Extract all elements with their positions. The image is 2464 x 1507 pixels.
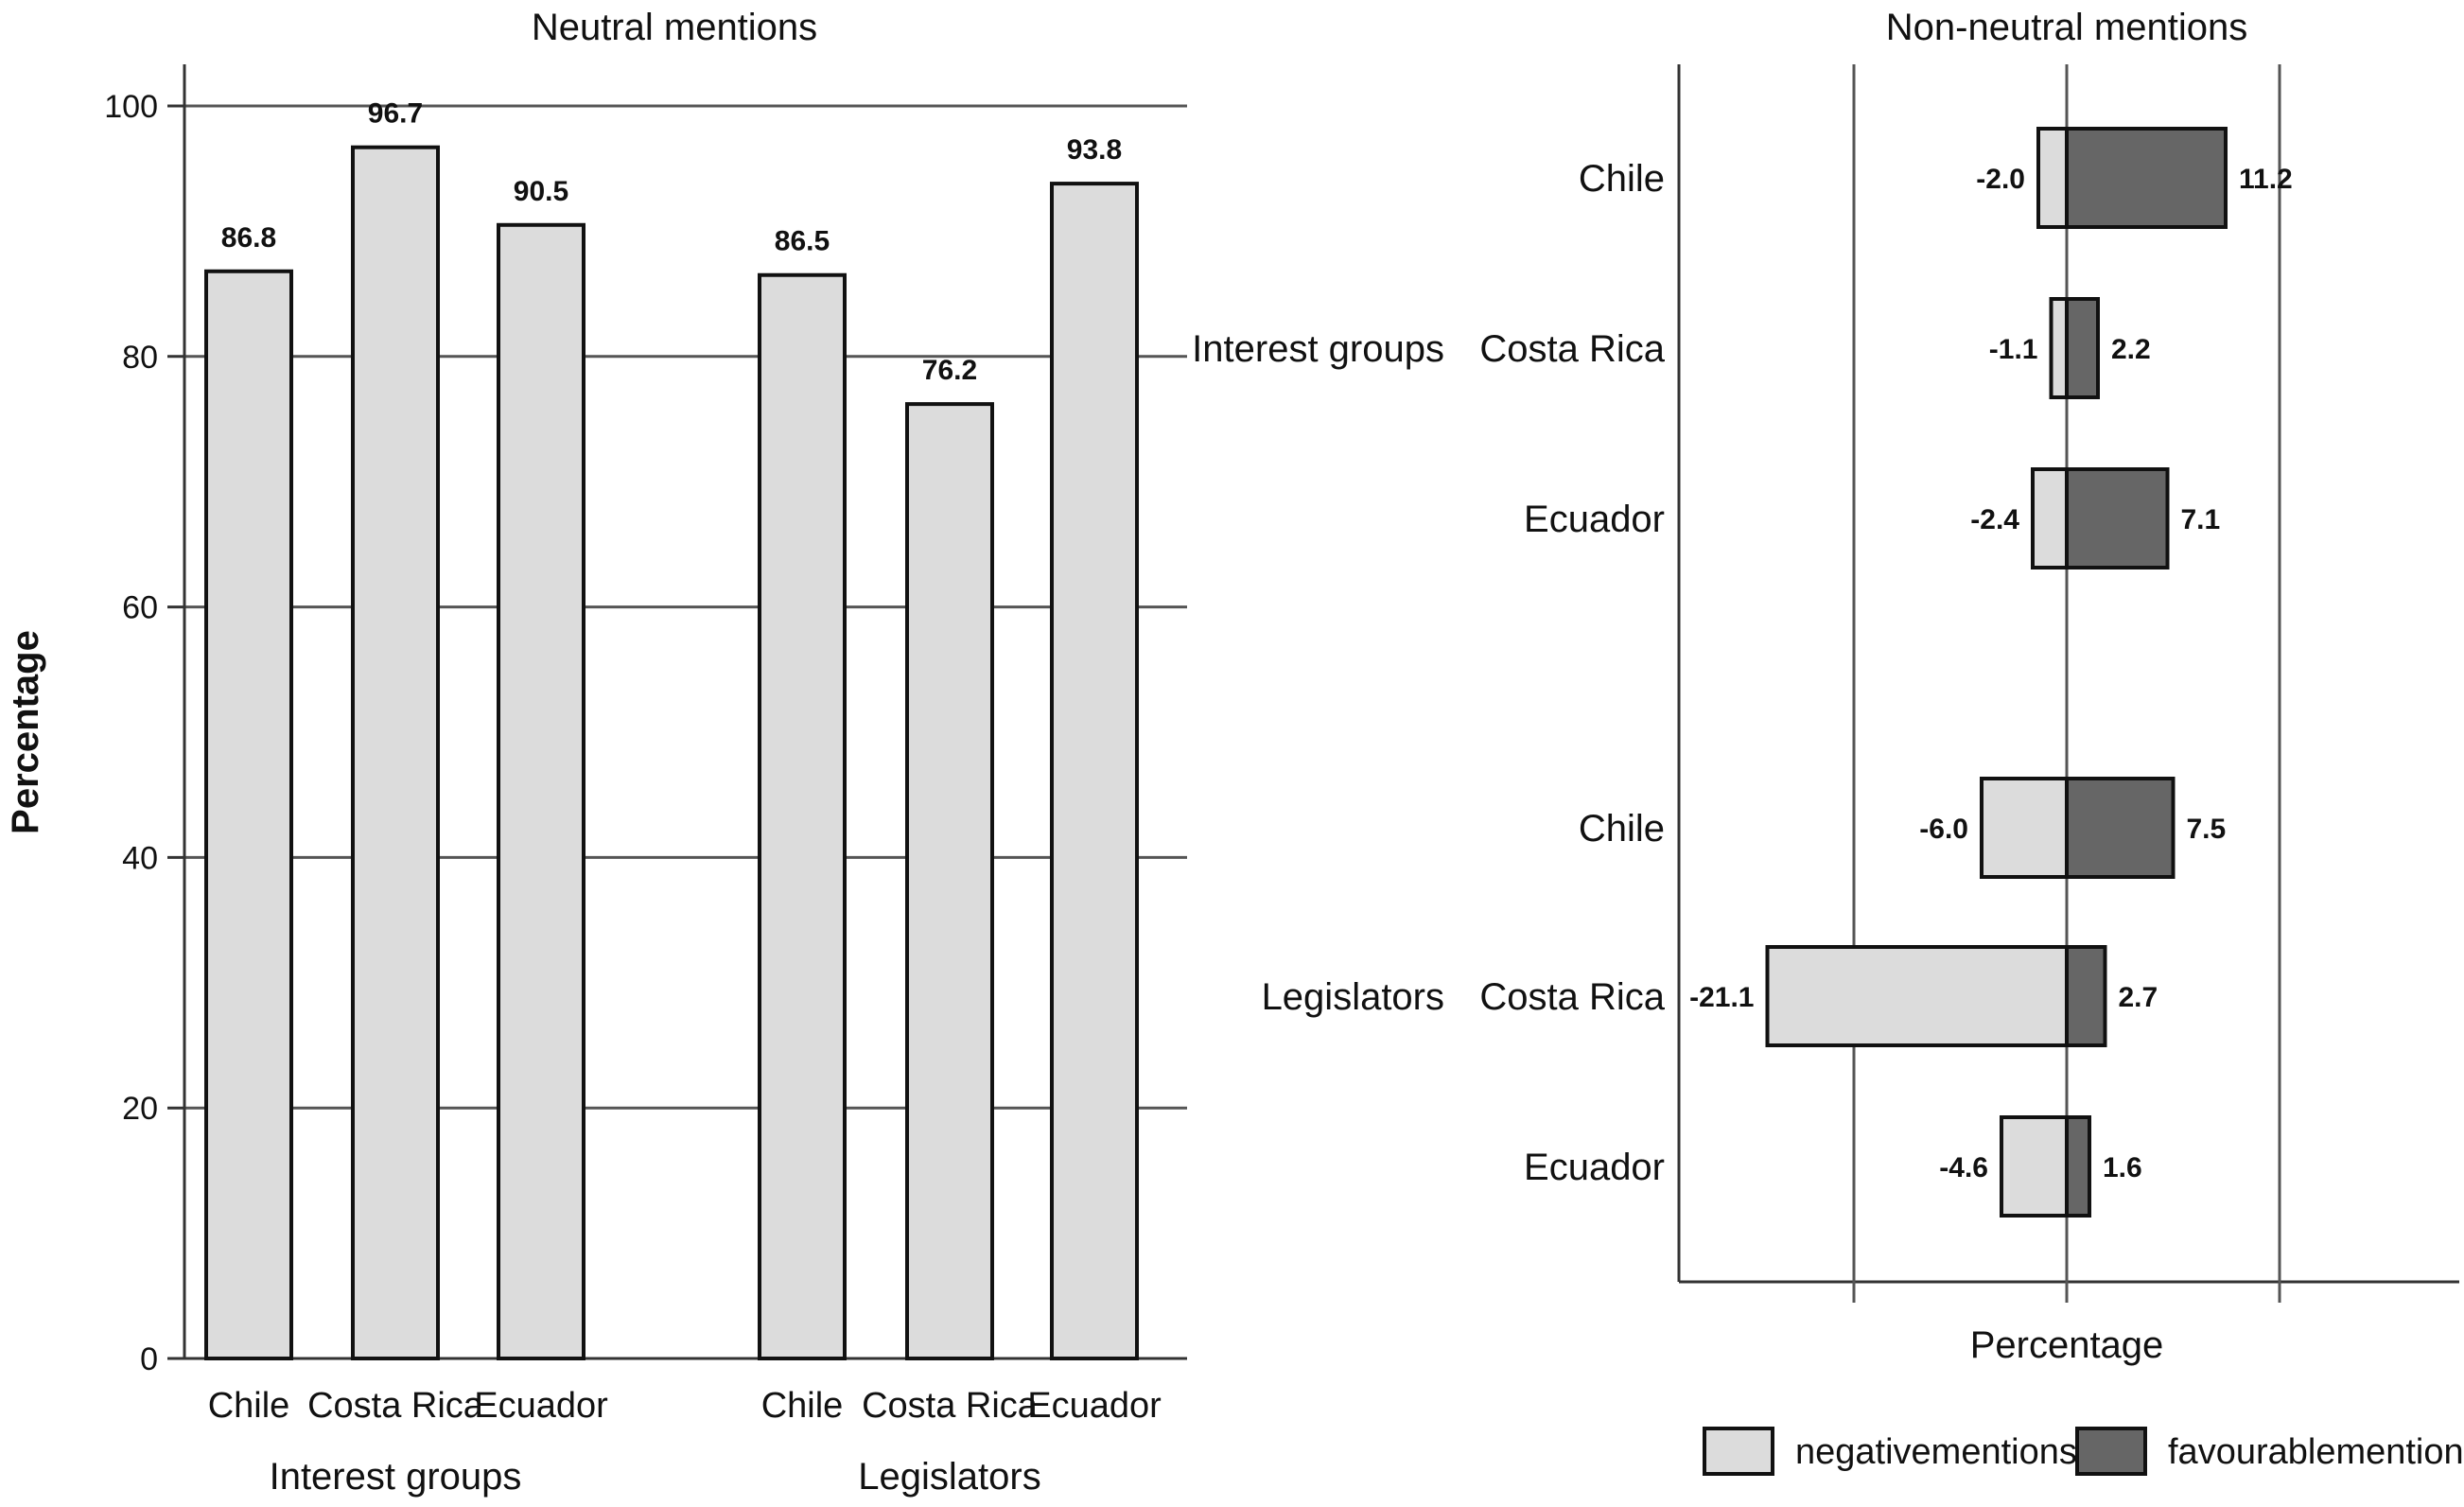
neutral-mentions-panel: Neutral mentions 0 20 40 60 80 100 Percentage 86…: [5, 7, 1187, 1498]
y-tick-label: 80: [122, 340, 158, 376]
bar: [497, 222, 585, 1360]
bar: [1050, 182, 1139, 1360]
favourable-data-label: 2.2: [2111, 334, 2151, 365]
y-category-label: Chile: [1579, 808, 1665, 850]
favourable-bar: [2065, 1115, 2091, 1218]
x-category-label: Chile: [761, 1386, 844, 1426]
negative-bar: [2000, 1115, 2069, 1218]
favourable-bar: [2065, 777, 2176, 879]
favourable-bar: [2065, 127, 2228, 229]
negative-bar: [2031, 467, 2069, 570]
negative-bar: [1765, 945, 2069, 1047]
negative-data-label: -6.0: [1919, 814, 1968, 845]
x-group-label: Interest groups: [270, 1456, 522, 1498]
favourable-data-label: 7.5: [2187, 814, 2227, 845]
negative-bar: [2036, 127, 2069, 229]
negative-data-label: -1.1: [1989, 334, 2038, 365]
legend-swatch-favourable: [2075, 1427, 2147, 1476]
negative-data-label: -2.0: [1976, 164, 2025, 195]
negative-data-label: -4.6: [1939, 1152, 1988, 1183]
chart-title: Non-neutral mentions: [1886, 7, 2247, 48]
favourable-data-label: 11.2: [2239, 164, 2293, 195]
data-label: 76.2: [922, 355, 977, 386]
legend-label-favourable: favourablementions: [2168, 1432, 2464, 1472]
favourable-bar: [2065, 945, 2107, 1047]
favourable-bar: [2065, 467, 2170, 570]
x-axis-label: Percentage: [1970, 1324, 2164, 1366]
data-label: 86.5: [775, 226, 830, 257]
y-tick-label: 20: [122, 1091, 158, 1127]
data-label: 90.5: [514, 176, 568, 207]
data-label: 96.7: [368, 98, 423, 130]
negative-bar: [2049, 297, 2069, 399]
y-tick-label: 0: [140, 1341, 158, 1377]
y-tick-label: 60: [122, 590, 158, 626]
data-label: 93.8: [1067, 134, 1122, 166]
x-category-label: Costa Rica: [862, 1386, 1039, 1426]
negative-bar: [1980, 777, 2069, 879]
favourable-data-label: 1.6: [2103, 1152, 2142, 1183]
y-group-label: Interest groups: [1192, 328, 1444, 370]
x-category-label: Ecuador: [474, 1386, 608, 1426]
y-category-label: Ecuador: [1524, 499, 1665, 540]
legend-swatch-negative: [1703, 1427, 1774, 1476]
non-neutral-mentions-panel: Non-neutral mentions Percentage -2.0 11.2 Ch…: [1192, 7, 2464, 1476]
negative-data-label: -21.1: [1689, 982, 1754, 1013]
favourable-bar: [2065, 297, 2100, 399]
y-category-label: Ecuador: [1524, 1147, 1665, 1188]
y-category-label: Chile: [1579, 158, 1665, 200]
x-group-label: Legislators: [858, 1456, 1040, 1498]
y-category-label: Costa Rica: [1479, 328, 1665, 370]
bar: [758, 272, 847, 1360]
x-category-label: Costa Rica: [307, 1386, 484, 1426]
y-group-label: Legislators: [1262, 976, 1444, 1018]
chart-title: Neutral mentions: [532, 7, 817, 48]
y-axis-label: Percentage: [5, 630, 46, 834]
y-tick-label: 40: [122, 840, 158, 876]
x-category-label: Chile: [208, 1386, 290, 1426]
bar: [204, 269, 293, 1361]
bar: [905, 402, 994, 1360]
x-category-label: Ecuador: [1027, 1386, 1162, 1426]
favourable-data-label: 2.7: [2119, 982, 2158, 1013]
bar: [351, 145, 440, 1360]
favourable-data-label: 7.1: [2181, 504, 2221, 535]
y-category-label: Costa Rica: [1479, 976, 1665, 1018]
negative-data-label: -2.4: [1970, 504, 2019, 535]
data-label: 86.8: [221, 222, 276, 254]
y-tick-label: 100: [104, 89, 158, 125]
legend-label-negative: negativementions: [1795, 1432, 2077, 1472]
